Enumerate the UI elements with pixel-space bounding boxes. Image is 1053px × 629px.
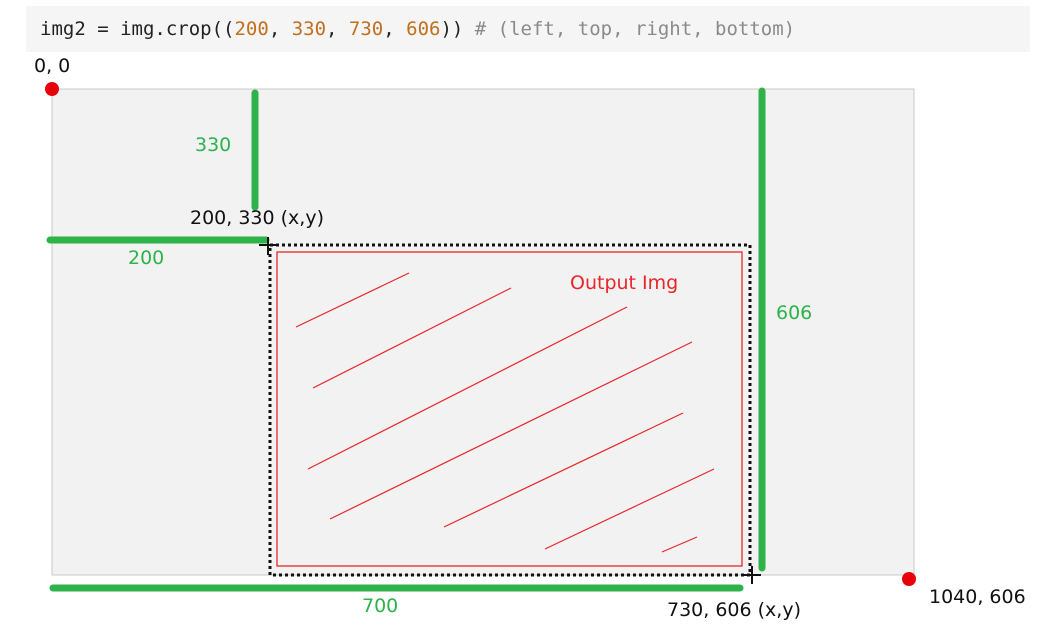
hatch-line — [443, 412, 684, 528]
code-line: img2 = img.crop((200, 330, 730, 606)) # … — [26, 6, 1030, 52]
hatch-line — [544, 468, 715, 550]
top-measure-label: 330 — [195, 134, 231, 156]
code-sep-1: , — [268, 18, 292, 40]
image-corner-dot — [902, 572, 916, 586]
image-corner-label: 1040, 606 — [929, 586, 1026, 608]
hatch-line — [312, 287, 512, 389]
right-measure-label: 606 — [776, 302, 812, 324]
source-image-area — [51, 88, 915, 576]
top-left-crosshair — [259, 237, 277, 255]
hatch-line — [661, 536, 698, 553]
code-call-open: img.crop(( — [120, 18, 235, 40]
bottom-right-point-label: 730, 606 (x,y) — [667, 599, 801, 621]
output-image-label: Output Img — [570, 272, 678, 294]
hatch-line — [329, 341, 693, 520]
code-comment: # (left, top, right, bottom) — [463, 18, 796, 40]
top-left-point-label: 200, 330 (x,y) — [190, 207, 324, 229]
code-arg-bottom: 606 — [406, 18, 441, 40]
output-hatch — [295, 272, 715, 553]
code-call-close: )) — [440, 18, 464, 40]
code-arg-left: 200 — [234, 18, 269, 40]
left-measure-label: 200 — [128, 247, 164, 269]
code-arg-top: 330 — [291, 18, 327, 40]
code-arg-right: 730 — [348, 18, 384, 40]
code-sep-2: , — [326, 18, 349, 40]
hatch-line — [295, 272, 410, 328]
code-op: = — [85, 18, 121, 40]
origin-label: 0, 0 — [34, 55, 70, 77]
hatch-line — [307, 306, 628, 470]
code-sep-3: , — [383, 18, 407, 40]
bottom-measure-label: 700 — [362, 595, 398, 617]
output-image-box — [276, 251, 743, 567]
measure-lines — [46, 87, 766, 592]
origin-dot — [45, 82, 59, 96]
code-var: img2 — [40, 18, 86, 40]
crop-boundary — [268, 243, 752, 577]
bottom-right-crosshair — [743, 566, 761, 584]
